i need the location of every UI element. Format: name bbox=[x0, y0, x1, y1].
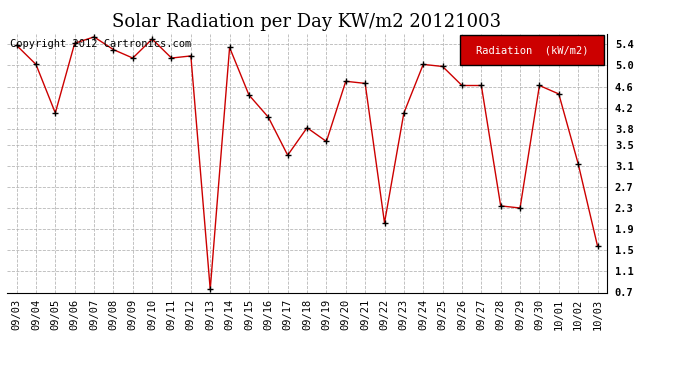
Text: Radiation  (kW/m2): Radiation (kW/m2) bbox=[476, 46, 589, 56]
Text: Copyright 2012 Cartronics.com: Copyright 2012 Cartronics.com bbox=[10, 39, 191, 49]
Title: Solar Radiation per Day KW/m2 20121003: Solar Radiation per Day KW/m2 20121003 bbox=[112, 13, 502, 31]
FancyBboxPatch shape bbox=[460, 35, 604, 65]
